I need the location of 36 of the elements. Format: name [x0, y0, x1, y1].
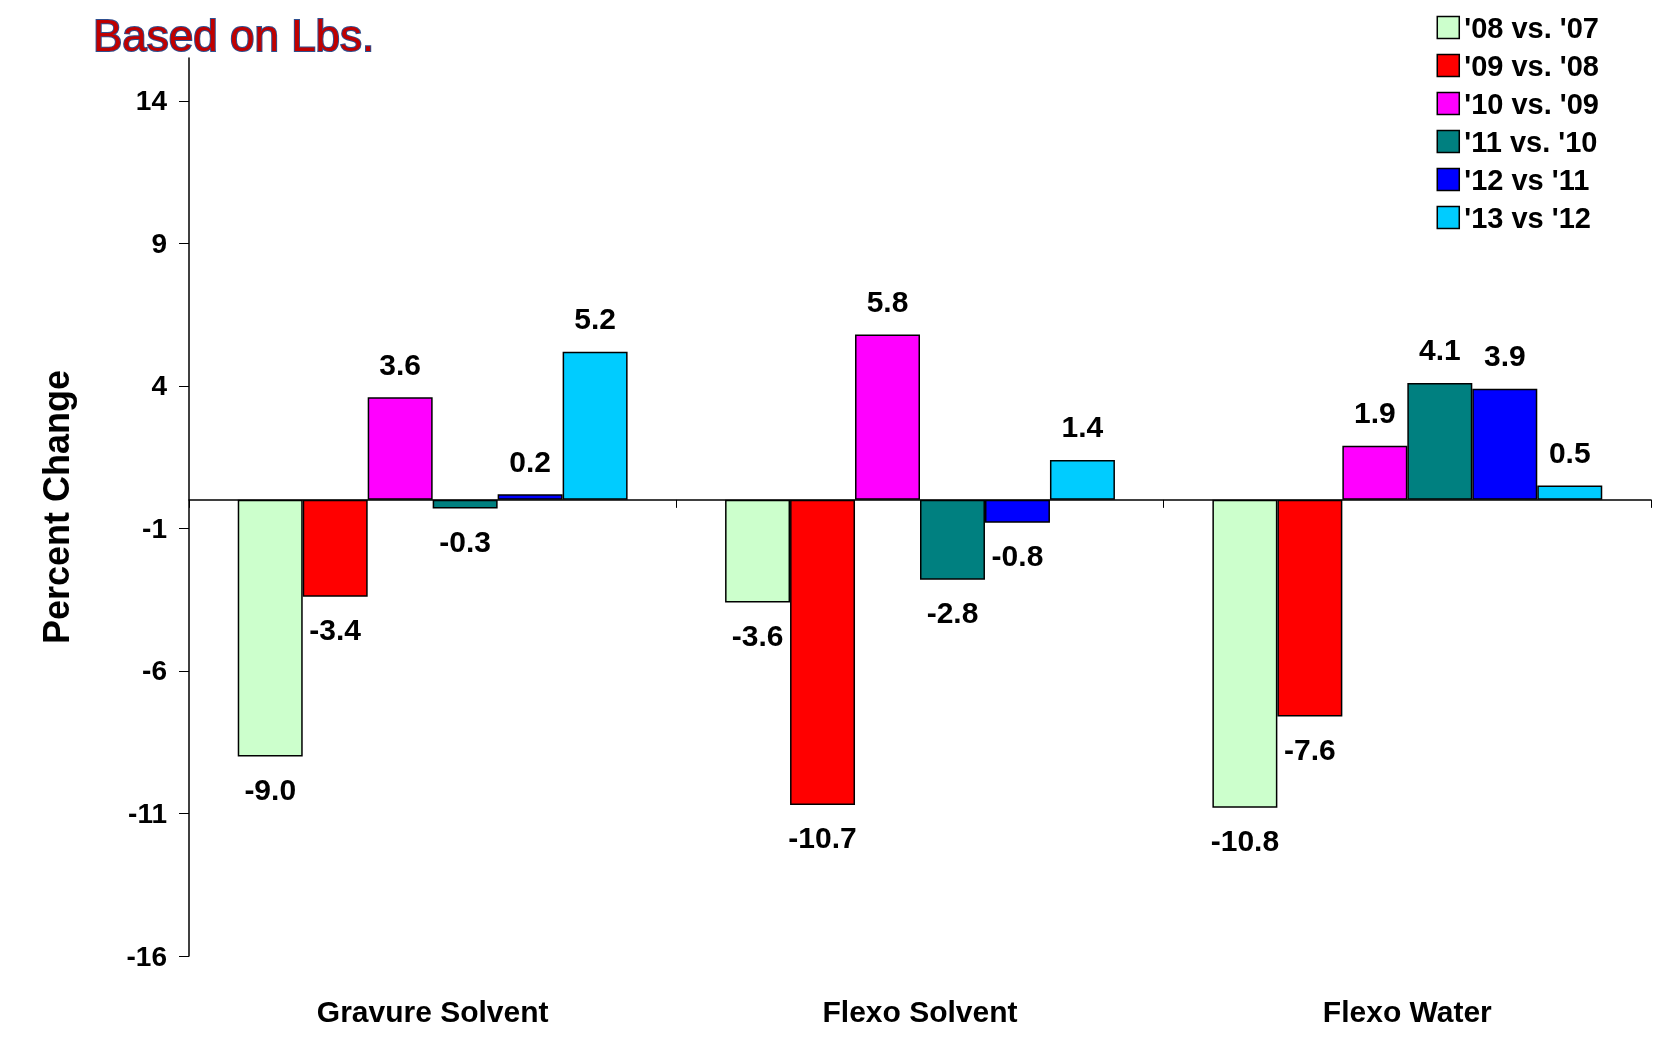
data-label: -0.8	[991, 539, 1044, 573]
legend-label: '13 vs '12	[1464, 201, 1591, 234]
y-tick-label: 4	[151, 370, 168, 402]
legend-label: '11 vs. '10	[1464, 125, 1598, 158]
x-tick-label: Flexo Solvent	[822, 994, 1018, 1028]
legend-label: '12 vs '11	[1464, 163, 1590, 196]
y-tick-label: 14	[135, 85, 168, 117]
x-tick-label: Flexo Water	[1322, 994, 1493, 1028]
data-label: 1.9	[1353, 396, 1396, 430]
chart-title: Based on Lbs.	[93, 10, 375, 60]
y-axis-title: Percent Change	[35, 369, 77, 645]
data-label: 3.9	[1483, 339, 1526, 373]
x-tick-label: Gravure Solvent	[316, 994, 549, 1028]
data-label: -2.8	[926, 596, 979, 630]
data-label: -9.0	[244, 772, 297, 806]
data-label: 3.6	[379, 347, 422, 381]
y-tick-label: -6	[142, 655, 167, 687]
data-label: 0.5	[1548, 436, 1591, 470]
data-label: -0.3	[439, 524, 492, 558]
y-tick-label: 9	[151, 227, 167, 259]
data-label: 5.2	[574, 302, 616, 336]
y-tick-label: -1	[142, 512, 167, 544]
data-label: -3.6	[731, 619, 784, 652]
legend-label: '09 vs. '08	[1464, 49, 1599, 82]
y-tick-label: -11	[128, 797, 167, 829]
data-label: 5.8	[866, 285, 909, 319]
data-label: 0.2	[509, 444, 551, 478]
y-tick-label: -16	[126, 940, 167, 972]
legend-label: '08 vs. '07	[1464, 11, 1599, 44]
data-label: 1.4	[1061, 410, 1104, 444]
data-label: -3.4	[309, 613, 362, 647]
data-label: -10.8	[1210, 824, 1280, 858]
data-label: -7.6	[1284, 733, 1336, 767]
data-label: -10.7	[788, 821, 857, 855]
legend-label: '10 vs. '09	[1464, 87, 1599, 120]
data-label: 4.1	[1418, 333, 1461, 367]
